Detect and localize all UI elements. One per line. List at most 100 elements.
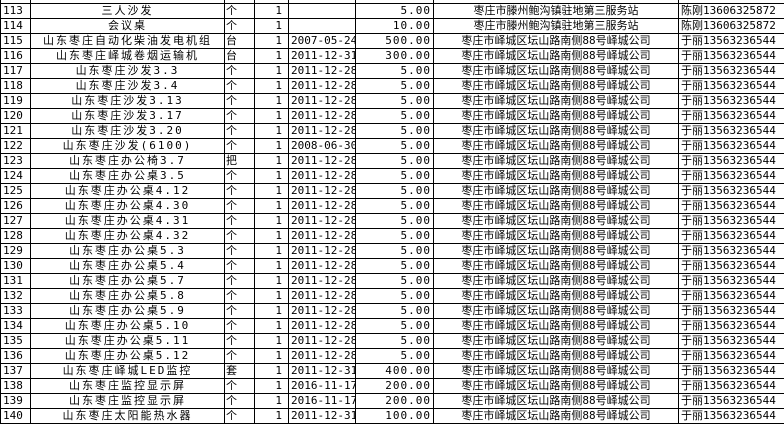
cell-value[interactable]: 5.00 <box>355 138 434 154</box>
cell-id[interactable]: 121 <box>0 123 31 139</box>
cell-unit[interactable]: 个 <box>224 123 255 139</box>
cell-unit[interactable]: 个 <box>224 78 255 94</box>
cell-qty[interactable]: 1 <box>254 108 289 124</box>
cell-qty[interactable]: 1 <box>254 288 289 304</box>
cell-name[interactable]: 山东枣庄监控显示屏 <box>30 393 225 409</box>
cell-qty[interactable]: 1 <box>254 33 289 49</box>
cell-location[interactable]: 枣庄市峄城区坛山路南侧88号峄城公司 <box>433 78 679 94</box>
cell-contact[interactable]: 于丽13563236544 <box>678 363 784 379</box>
cell-date[interactable]: 2011-12-28 <box>288 318 356 334</box>
cell-location[interactable]: 枣庄市峄城区坛山路南侧88号峄城公司 <box>433 33 679 49</box>
cell-date[interactable]: 2011-12-28 <box>288 153 356 169</box>
cell-location[interactable]: 枣庄市峄城区坛山路南侧88号峄城公司 <box>433 48 679 64</box>
cell-qty[interactable]: 1 <box>254 123 289 139</box>
cell-id[interactable]: 123 <box>0 153 31 169</box>
cell-date[interactable]: 2007-05-24 <box>288 33 356 49</box>
cell-unit[interactable]: 个 <box>224 318 255 334</box>
cell-location[interactable]: 枣庄市峄城区坛山路南侧88号峄城公司 <box>433 93 679 109</box>
cell-location[interactable]: 枣庄市峄城区坛山路南侧88号峄城公司 <box>433 363 679 379</box>
cell-location[interactable]: 枣庄市峄城区坛山路南侧88号峄城公司 <box>433 168 679 184</box>
cell-name[interactable]: 山东枣庄办公桌5.3 <box>30 243 225 259</box>
cell-id[interactable]: 114 <box>0 18 31 34</box>
cell-date[interactable]: 2011-12-28 <box>288 213 356 229</box>
cell-unit[interactable]: 个 <box>224 393 255 409</box>
cell-name[interactable]: 山东枣庄沙发(6100) <box>30 138 225 154</box>
cell-contact[interactable]: 于丽13563236544 <box>678 48 784 64</box>
cell-value[interactable]: 5.00 <box>355 258 434 274</box>
cell-value[interactable]: 5.00 <box>355 243 434 259</box>
cell-unit[interactable]: 个 <box>224 408 255 424</box>
cell-contact[interactable]: 于丽13563236544 <box>678 348 784 364</box>
cell-date[interactable] <box>288 3 356 19</box>
cell-contact[interactable]: 于丽13563236544 <box>678 213 784 229</box>
cell-unit[interactable]: 个 <box>224 198 255 214</box>
cell-contact[interactable]: 于丽13563236544 <box>678 108 784 124</box>
cell-contact[interactable]: 于丽13563236544 <box>678 33 784 49</box>
cell-name[interactable]: 山东枣庄办公桌5.10 <box>30 318 225 334</box>
cell-qty[interactable]: 1 <box>254 3 289 19</box>
cell-contact[interactable]: 于丽13563236544 <box>678 318 784 334</box>
cell-unit[interactable]: 个 <box>224 333 255 349</box>
cell-unit[interactable]: 个 <box>224 258 255 274</box>
cell-id[interactable]: 118 <box>0 78 31 94</box>
cell-name[interactable]: 山东枣庄峄城卷烟运输机 <box>30 48 225 64</box>
cell-contact[interactable]: 于丽13563236544 <box>678 183 784 199</box>
cell-id[interactable]: 129 <box>0 243 31 259</box>
cell-location[interactable]: 枣庄市峄城区坛山路南侧88号峄城公司 <box>433 333 679 349</box>
cell-id[interactable]: 134 <box>0 318 31 334</box>
cell-qty[interactable]: 1 <box>254 393 289 409</box>
cell-location[interactable]: 枣庄市峄城区坛山路南侧88号峄城公司 <box>433 288 679 304</box>
cell-unit[interactable]: 个 <box>224 273 255 289</box>
cell-contact[interactable]: 于丽13563236544 <box>678 258 784 274</box>
cell-name[interactable]: 山东枣庄办公桌3.5 <box>30 168 225 184</box>
cell-name[interactable]: 山东枣庄自动化柴油发电机组 <box>30 33 225 49</box>
cell-value[interactable]: 5.00 <box>355 348 434 364</box>
cell-location[interactable]: 枣庄市峄城区坛山路南侧88号峄城公司 <box>433 243 679 259</box>
cell-name[interactable]: 山东枣庄沙发3.13 <box>30 93 225 109</box>
cell-location[interactable]: 枣庄市峄城区坛山路南侧88号峄城公司 <box>433 378 679 394</box>
cell-location[interactable]: 枣庄市峄城区坛山路南侧88号峄城公司 <box>433 138 679 154</box>
cell-value[interactable]: 5.00 <box>355 303 434 319</box>
cell-date[interactable]: 2011-12-28 <box>288 273 356 289</box>
cell-name[interactable]: 山东枣庄沙发3.20 <box>30 123 225 139</box>
cell-date[interactable]: 2011-12-28 <box>288 78 356 94</box>
cell-name[interactable]: 山东枣庄办公桌5.4 <box>30 258 225 274</box>
cell-date[interactable]: 2008-06-30 <box>288 138 356 154</box>
cell-date[interactable]: 2011-12-31 <box>288 48 356 64</box>
cell-contact[interactable]: 于丽13563236544 <box>678 408 784 424</box>
cell-id[interactable]: 127 <box>0 213 31 229</box>
cell-contact[interactable]: 于丽13563236544 <box>678 288 784 304</box>
cell-qty[interactable]: 1 <box>254 183 289 199</box>
cell-date[interactable]: 2011-12-31 <box>288 408 356 424</box>
cell-value[interactable]: 5.00 <box>355 198 434 214</box>
cell-qty[interactable]: 1 <box>254 408 289 424</box>
cell-unit[interactable]: 个 <box>224 288 255 304</box>
cell-date[interactable]: 2011-12-28 <box>288 93 356 109</box>
cell-qty[interactable]: 1 <box>254 363 289 379</box>
cell-contact[interactable]: 于丽13563236544 <box>678 78 784 94</box>
cell-qty[interactable]: 1 <box>254 318 289 334</box>
cell-location[interactable]: 枣庄市峄城区坛山路南侧88号峄城公司 <box>433 408 679 424</box>
cell-qty[interactable]: 1 <box>254 198 289 214</box>
cell-id[interactable]: 126 <box>0 198 31 214</box>
cell-value[interactable]: 200.00 <box>355 393 434 409</box>
cell-qty[interactable]: 1 <box>254 273 289 289</box>
cell-name[interactable]: 三人沙发 <box>30 3 225 19</box>
cell-date[interactable]: 2016-11-17 <box>288 393 356 409</box>
cell-name[interactable]: 山东枣庄峄城LED监控 <box>30 363 225 379</box>
cell-name[interactable]: 山东枣庄办公桌4.30 <box>30 198 225 214</box>
cell-qty[interactable]: 1 <box>254 78 289 94</box>
cell-date[interactable]: 2011-12-28 <box>288 258 356 274</box>
cell-id[interactable]: 138 <box>0 378 31 394</box>
cell-location[interactable]: 枣庄市峄城区坛山路南侧88号峄城公司 <box>433 348 679 364</box>
cell-id[interactable]: 136 <box>0 348 31 364</box>
cell-location[interactable]: 枣庄市峄城区坛山路南侧88号峄城公司 <box>433 153 679 169</box>
cell-value[interactable]: 5.00 <box>355 183 434 199</box>
cell-name[interactable]: 会议桌 <box>30 18 225 34</box>
cell-unit[interactable]: 个 <box>224 348 255 364</box>
cell-unit[interactable]: 个 <box>224 378 255 394</box>
cell-location[interactable]: 枣庄市滕州鲍沟镇驻地第三服务站 <box>433 18 679 34</box>
cell-value[interactable]: 5.00 <box>355 273 434 289</box>
cell-location[interactable]: 枣庄市峄城区坛山路南侧88号峄城公司 <box>433 198 679 214</box>
cell-value[interactable]: 5.00 <box>355 63 434 79</box>
